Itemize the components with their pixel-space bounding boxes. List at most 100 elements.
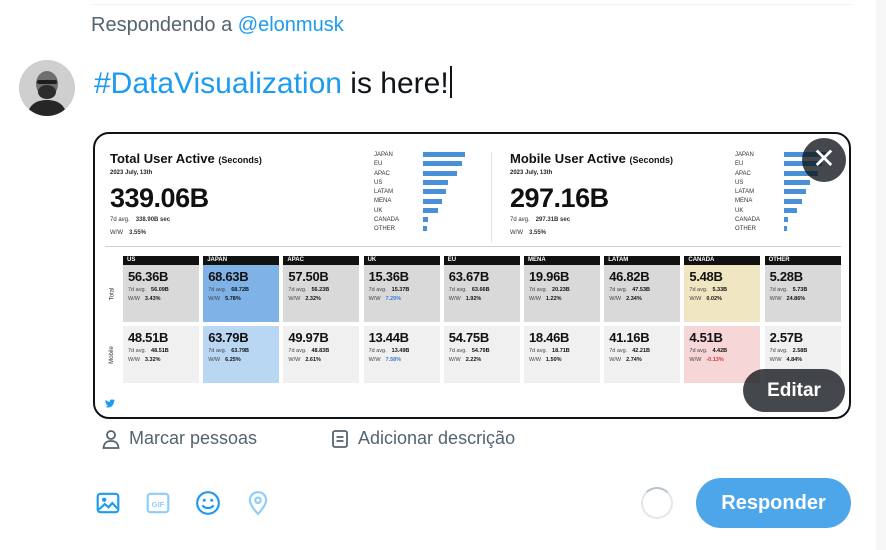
- column-header: LATAM: [604, 256, 681, 265]
- ww-value: 24.86%: [786, 296, 806, 302]
- metric-cell: 15.36B 7d avg. 15.37B W/W 7.29%: [363, 265, 440, 322]
- metric-avg: 7d avg. 54.79B: [449, 348, 515, 354]
- metric-avg: 7d avg. 15.37B: [369, 287, 435, 293]
- region-label: UK: [374, 207, 383, 214]
- region-bar: [784, 207, 797, 213]
- avg-label: 7d avg.: [689, 287, 708, 293]
- gif-icon[interactable]: GIF: [145, 490, 171, 516]
- region-label: JAPAN: [374, 152, 393, 158]
- ww-value: 3.55%: [529, 230, 547, 236]
- metric-cell: 46.82B 7d avg. 47.53B W/W 2.34%: [604, 265, 681, 322]
- add-description-button[interactable]: Adicionar descrição: [330, 428, 515, 449]
- ww-value: 2.74%: [626, 357, 642, 363]
- metric-value: 18.46B: [529, 330, 570, 345]
- region-label: OTHER: [374, 226, 395, 233]
- ww-value: 6.25%: [225, 357, 241, 363]
- metric-value: 5.28B: [769, 269, 804, 284]
- avg-value: 5.73B: [792, 287, 808, 293]
- gif-text: GIF: [152, 500, 165, 509]
- add-description-label: Adicionar descrição: [358, 428, 516, 448]
- region-label: CANADA: [374, 217, 400, 224]
- region-bar: [784, 189, 806, 195]
- ww-label: W/W: [368, 296, 381, 302]
- avg-value: 54.79B: [471, 348, 490, 354]
- replying-to: Respondendo a @elonmusk: [91, 14, 344, 37]
- avg-label: 7d avg.: [128, 348, 147, 354]
- metric-value: 4.51B: [689, 330, 723, 345]
- hashtag[interactable]: #DataVisualization: [94, 67, 342, 100]
- row-label: Mobile: [105, 326, 119, 383]
- ww-label: W/W: [689, 357, 702, 363]
- table-divider: [105, 246, 841, 247]
- region-bar: [423, 198, 442, 204]
- ww-value: 3.43%: [144, 296, 161, 302]
- region-label: MENA: [735, 198, 753, 205]
- panel-title-text: Mobile User Active: [510, 151, 626, 166]
- ww-label: W/W: [128, 357, 140, 363]
- location-icon[interactable]: [245, 490, 271, 516]
- region-label: OTHER: [735, 226, 756, 233]
- metric-value: 56.36B: [128, 269, 169, 284]
- region-label: LATAM: [735, 189, 755, 196]
- close-icon: ✕: [812, 143, 836, 174]
- tweet-composer-text[interactable]: #DataVisualization is here!: [94, 66, 452, 101]
- tag-people-button[interactable]: Marcar pessoas: [101, 428, 257, 449]
- metric-cell: 48.51B 7d avg. 48.51B W/W 3.32%: [123, 326, 199, 383]
- avg-value: 48.51B: [151, 348, 169, 354]
- region-bar: [423, 217, 429, 223]
- avg-label: 7d avg.: [368, 287, 387, 293]
- metric-cell: 54.75B 7d avg. 54.79B W/W 2.22%: [443, 326, 520, 383]
- mention-link[interactable]: @elonmusk: [237, 14, 344, 36]
- metric-ww: W/W 2.32%: [288, 296, 354, 302]
- ww-label: W/W: [529, 357, 541, 363]
- metric-avg: 7d avg. 63.79B: [208, 348, 274, 354]
- remove-media-button[interactable]: ✕: [802, 138, 846, 182]
- ww-value: 2.61%: [305, 357, 321, 363]
- ww-label: W/W: [609, 357, 622, 363]
- column-header: JAPAN: [203, 256, 280, 265]
- avg-label: 7d avg.: [288, 348, 307, 354]
- avg-label: 7d avg.: [689, 348, 708, 354]
- metric-ww: W/W 4.84%: [770, 357, 836, 363]
- metric-value: 48.51B: [128, 330, 169, 345]
- reply-button[interactable]: Responder: [696, 478, 851, 528]
- region-label: EU: [374, 161, 383, 168]
- scrollbar[interactable]: [876, 0, 886, 550]
- metric-value: 15.36B: [368, 269, 409, 284]
- avg-value: 338.90B sec: [135, 217, 171, 223]
- panel-divider: [491, 152, 492, 242]
- panel-avg: 7d avg. 297.31B sec: [510, 217, 570, 223]
- metric-value: 41.16B: [609, 330, 650, 345]
- ww-value: 1.92%: [465, 296, 482, 302]
- metric-cell: 63.67B 7d avg. 63.66B W/W 1.92%: [443, 265, 520, 322]
- metric-avg: 7d avg. 56.23B: [288, 287, 354, 293]
- row-label: Total: [105, 265, 119, 322]
- metric-cell: 4.51B 7d avg. 4.42B W/W -0.13%: [684, 326, 761, 383]
- text-caret: [449, 66, 452, 98]
- metric-avg: 7d avg. 56.09B: [128, 287, 194, 293]
- avg-label: 7d avg.: [609, 348, 628, 354]
- metric-avg: 7d avg. 13.49B: [369, 348, 435, 354]
- metric-cell: 18.46B 7d avg. 18.71B W/W 1.50%: [524, 326, 600, 383]
- region-label: APAC: [735, 170, 751, 177]
- column-header: MENA: [524, 256, 600, 265]
- avg-label: 7d avg.: [368, 348, 387, 354]
- attached-media[interactable]: Total User Active (Seconds) 2023 July, 13…: [93, 132, 851, 419]
- region-label: US: [735, 179, 744, 186]
- region-bar: [784, 198, 802, 204]
- column-header: UK: [363, 256, 440, 265]
- metric-value: 19.96B: [529, 269, 570, 284]
- image-icon[interactable]: [95, 490, 121, 516]
- avg-value: 2.58B: [792, 348, 808, 354]
- metric-value: 63.67B: [448, 269, 489, 284]
- avg-value: 4.42B: [712, 348, 728, 354]
- ww-value: 3.55%: [129, 230, 147, 236]
- metric-avg: 7d avg. 20.23B: [529, 287, 595, 293]
- avg-value: 47.53B: [632, 287, 650, 293]
- avatar[interactable]: [19, 60, 75, 116]
- emoji-icon[interactable]: [195, 490, 221, 516]
- metric-avg: 7d avg. 4.42B: [689, 348, 755, 354]
- edit-media-button[interactable]: Editar: [743, 369, 845, 412]
- region-bar: [784, 226, 788, 232]
- ww-label: W/W: [510, 230, 523, 236]
